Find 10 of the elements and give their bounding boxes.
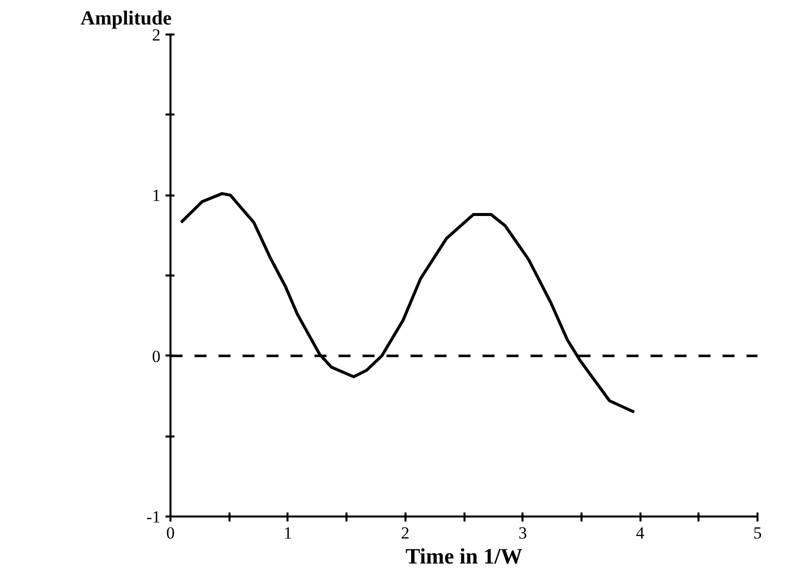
x-tick-label: 3	[518, 524, 527, 542]
y-tick-label: -1	[146, 508, 161, 526]
x-tick-label: 1	[284, 524, 292, 542]
y-tick-label: 1	[152, 186, 160, 206]
y-tick-label: 0	[152, 346, 160, 366]
x-axis-title: Time in 1/W	[406, 544, 522, 568]
x-tick-label: 2	[401, 524, 410, 542]
x-tick-label: 5	[753, 524, 762, 542]
x-tick-label: 0	[166, 524, 175, 542]
x-tick-label: 4	[636, 524, 645, 542]
